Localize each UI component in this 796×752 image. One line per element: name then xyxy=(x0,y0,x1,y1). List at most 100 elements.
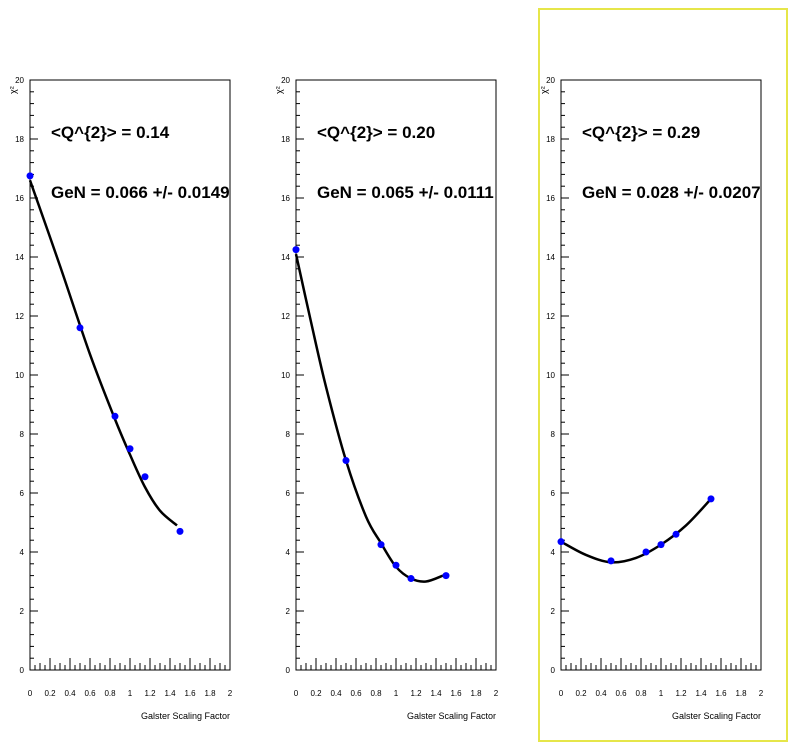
x-tick-label: 2 xyxy=(228,689,233,698)
x-tick-label: 1.8 xyxy=(735,689,747,698)
x-tick-label: 0.6 xyxy=(615,689,627,698)
y-tick-label: 2 xyxy=(20,607,25,616)
y-tick-label: 18 xyxy=(15,135,24,144)
plot-frame xyxy=(295,79,497,671)
data-point xyxy=(442,572,450,580)
data-point xyxy=(141,473,149,481)
y-axis-label: χ² xyxy=(8,86,18,94)
data-point xyxy=(642,548,650,556)
x-tick-label: 0 xyxy=(28,689,33,698)
x-tick-label: 1 xyxy=(128,689,133,698)
annotation-gen: GeN = 0.028 +/- 0.0207 xyxy=(582,183,761,202)
annotation-q2: <Q^{2}> = 0.20 xyxy=(317,123,435,142)
annotation-q2: <Q^{2}> = 0.14 xyxy=(51,123,170,142)
y-tick-label: 12 xyxy=(15,312,24,321)
x-tick-label: 0.8 xyxy=(104,689,116,698)
x-tick-label: 0 xyxy=(294,689,299,698)
y-tick-label: 4 xyxy=(20,548,25,557)
y-tick-label: 12 xyxy=(281,312,290,321)
x-tick-label: 1 xyxy=(659,689,664,698)
data-point xyxy=(126,445,134,453)
y-tick-label: 0 xyxy=(20,666,25,675)
y-tick-label: 6 xyxy=(551,489,556,498)
y-tick-label: 6 xyxy=(286,489,291,498)
x-tick-label: 1.6 xyxy=(450,689,462,698)
x-tick-label: 1.4 xyxy=(695,689,707,698)
data-point xyxy=(111,412,119,420)
x-tick-label: 1.4 xyxy=(164,689,176,698)
x-tick-label: 1 xyxy=(394,689,399,698)
x-tick-label: 0.4 xyxy=(595,689,607,698)
data-point xyxy=(672,530,680,538)
y-tick-label: 2 xyxy=(551,607,556,616)
x-tick-label: 2 xyxy=(759,689,764,698)
y-tick-label: 2 xyxy=(286,607,291,616)
plot-frame xyxy=(29,79,231,671)
x-tick-label: 0.2 xyxy=(44,689,56,698)
x-tick-label: 1.8 xyxy=(204,689,216,698)
y-tick-label: 12 xyxy=(546,312,555,321)
data-point xyxy=(176,527,184,535)
y-tick-label: 8 xyxy=(286,430,291,439)
x-tick-label: 0.6 xyxy=(350,689,362,698)
y-tick-label: 18 xyxy=(546,135,555,144)
x-tick-label: 0.2 xyxy=(575,689,587,698)
annotation-gen: GeN = 0.065 +/- 0.0111 xyxy=(317,183,494,202)
x-tick-label: 1.2 xyxy=(675,689,687,698)
x-tick-label: 1.6 xyxy=(184,689,196,698)
x-tick-label: 0.8 xyxy=(635,689,647,698)
y-axis-label: χ² xyxy=(274,86,284,94)
y-tick-label: 10 xyxy=(15,371,24,380)
x-tick-label: 0.4 xyxy=(330,689,342,698)
data-point xyxy=(657,541,665,549)
y-tick-label: 10 xyxy=(546,371,555,380)
y-axis-label: χ² xyxy=(539,86,549,94)
y-tick-label: 14 xyxy=(281,253,290,262)
y-tick-label: 6 xyxy=(20,489,25,498)
y-tick-label: 18 xyxy=(281,135,290,144)
y-tick-label: 10 xyxy=(281,371,290,380)
x-axis-label: Galster Scaling Factor xyxy=(672,711,761,721)
plot-frame xyxy=(560,79,762,671)
y-tick-label: 14 xyxy=(546,253,555,262)
y-tick-label: 16 xyxy=(281,194,290,203)
data-point xyxy=(342,457,350,465)
x-tick-label: 0 xyxy=(559,689,564,698)
x-tick-label: 0.2 xyxy=(310,689,322,698)
fit-curve xyxy=(28,179,178,527)
data-point xyxy=(292,246,300,254)
data-point xyxy=(707,495,715,503)
data-point xyxy=(557,538,565,546)
data-point xyxy=(76,324,84,332)
x-tick-label: 0.4 xyxy=(64,689,76,698)
x-tick-label: 2 xyxy=(494,689,499,698)
y-tick-label: 4 xyxy=(286,548,291,557)
x-axis-label: Galster Scaling Factor xyxy=(407,711,496,721)
x-tick-label: 1.4 xyxy=(430,689,442,698)
y-tick-label: 4 xyxy=(551,548,556,557)
chart-panel-3: 0 2 4 6 8 10 12 14 16 18 20 0 0.2 0.4 0.6 0.8 1 1.2 1.4 1.6… xyxy=(539,76,764,721)
data-point xyxy=(607,557,615,565)
y-tick-label: 20 xyxy=(281,76,290,85)
x-tick-label: 0.6 xyxy=(84,689,96,698)
data-point xyxy=(377,541,385,549)
annotation-q2: <Q^{2}> = 0.29 xyxy=(582,123,700,142)
y-tick-label: 20 xyxy=(15,76,24,85)
annotation-gen: GeN = 0.066 +/- 0.0149 xyxy=(51,183,230,202)
x-tick-label: 1.2 xyxy=(144,689,156,698)
y-tick-label: 16 xyxy=(15,194,24,203)
chart-panel-1: 0 2 4 6 8 10 12 14 16 18 20 0 0.2 0.4 0.6 0.8 1 1.2 1.4 1.6… xyxy=(8,76,233,721)
y-tick-label: 16 xyxy=(546,194,555,203)
data-point xyxy=(407,575,415,583)
y-tick-label: 0 xyxy=(551,666,556,675)
fit-curve xyxy=(560,498,712,564)
x-tick-label: 1.6 xyxy=(715,689,727,698)
x-tick-label: 1.2 xyxy=(410,689,422,698)
chart-panel-2: 0 2 4 6 8 10 12 14 16 18 20 0 0.2 0.4 0.6 0.8 1 1.2 1.4 1.6… xyxy=(274,76,499,721)
data-point xyxy=(26,172,34,180)
y-tick-label: 20 xyxy=(546,76,555,85)
x-tick-label: 0.8 xyxy=(370,689,382,698)
y-tick-label: 8 xyxy=(20,430,25,439)
y-tick-label: 14 xyxy=(15,253,24,262)
